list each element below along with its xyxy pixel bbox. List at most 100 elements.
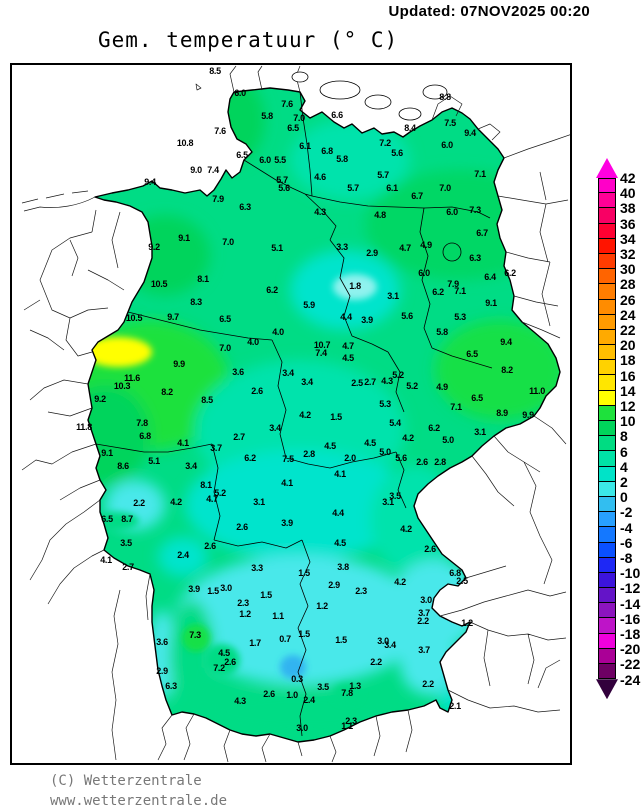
temp-label: 5.6 xyxy=(401,311,413,321)
scale-band xyxy=(598,208,616,224)
temp-label: 7.0 xyxy=(222,237,234,247)
scale-tick-label: -8 xyxy=(620,550,633,566)
temp-label: 10.7 xyxy=(313,340,331,350)
temp-label: 3.4 xyxy=(269,423,281,433)
temp-label: 3.3 xyxy=(251,563,263,573)
temp-label: 5.9 xyxy=(303,300,315,310)
temp-label: 4.2 xyxy=(394,577,406,587)
temp-label: 2.7 xyxy=(233,432,245,442)
temp-label: 2.6 xyxy=(251,386,263,396)
temp-label: 7.1 xyxy=(450,402,462,412)
temp-label: 8.2 xyxy=(161,387,173,397)
scale-band xyxy=(598,618,616,634)
temp-label: 9.0 xyxy=(190,165,202,175)
scale-tick-label: -6 xyxy=(620,534,633,551)
temperature-labels-layer: 8.5 6.0 7.6 5.8 7.0 6.6 6.5 7.6 8.8 7.5 9.4 8.4 6.0 1… xyxy=(12,65,570,763)
temp-label: 4.1 xyxy=(334,469,346,479)
temp-label: 8.4 xyxy=(404,123,416,133)
temp-label: 6.8 xyxy=(449,568,461,578)
temp-label: 3.6 xyxy=(156,637,168,647)
temp-label: 2.8 xyxy=(434,457,446,467)
temp-label: 2.5 xyxy=(456,576,468,586)
temp-label: 5.2 xyxy=(406,381,418,391)
temp-label: 7.5 xyxy=(444,118,456,128)
temp-label: 6.5 xyxy=(471,393,483,403)
scale-arrow-down-icon xyxy=(596,679,618,700)
temp-label: 1.5 xyxy=(335,635,347,645)
temp-label: 8.5 xyxy=(209,66,221,76)
website-url[interactable]: www.wetterzentrale.de xyxy=(50,793,228,809)
temp-label: 8.3 xyxy=(190,297,202,307)
temp-label: 2.6 xyxy=(204,541,216,551)
temp-label: 9.4 xyxy=(144,177,156,187)
temp-label: 5.3 xyxy=(379,399,391,409)
temp-label: 6.0 xyxy=(259,155,271,165)
temp-label: 5.2 xyxy=(392,370,404,380)
scale-band xyxy=(598,557,616,573)
temp-label: 6.2 xyxy=(244,453,256,463)
temp-label: 5.2 xyxy=(214,488,226,498)
temp-label: 2.0 xyxy=(344,453,356,463)
temp-label: 6.2 xyxy=(504,268,516,278)
temp-label: 4.5 xyxy=(342,353,354,363)
temp-label: 4.3 xyxy=(314,207,326,217)
temp-label: 5.8 xyxy=(436,327,448,337)
temp-label: 5.4 xyxy=(389,418,401,428)
scale-tick-label: -18 xyxy=(620,626,641,642)
scale-tick-label: 28 xyxy=(620,276,636,293)
temp-label: 1.0 xyxy=(286,690,298,700)
temp-label: 0.3 xyxy=(291,674,303,684)
scale-band xyxy=(598,451,616,467)
temp-label: 7.2 xyxy=(213,663,225,673)
temp-label: 6.0 xyxy=(446,207,458,217)
temp-label: 2.2 xyxy=(422,679,434,689)
temp-label: 3.8 xyxy=(337,562,349,572)
scale-tick-label: 42 xyxy=(620,170,636,186)
scale-tick-label: 12 xyxy=(620,398,636,414)
temp-label: 2.8 xyxy=(303,449,315,459)
scale-band xyxy=(598,512,616,528)
temp-label: 3.0 xyxy=(296,723,308,733)
scale-band xyxy=(598,527,616,543)
temp-label: 3.9 xyxy=(188,584,200,594)
temp-label: 6.8 xyxy=(139,431,151,441)
footer: (C) Wetterzentrale www.wetterzentrale.de xyxy=(50,771,227,811)
temp-label: 3.4 xyxy=(301,377,313,387)
temp-label: 4.7 xyxy=(206,494,218,504)
temp-label: 6.7 xyxy=(476,228,488,238)
scale-tick-label: -16 xyxy=(620,610,641,627)
temp-label: 6.0 xyxy=(441,140,453,150)
temp-label: 9.4 xyxy=(500,337,512,347)
temp-label: 2.3 xyxy=(237,598,249,608)
temp-label: 11.6 xyxy=(124,373,140,383)
scale-band xyxy=(598,633,616,649)
scale-tick-label: 36 xyxy=(620,215,636,232)
temp-label: 9.7 xyxy=(167,312,179,322)
danish-islands xyxy=(291,71,448,121)
temp-label: 3.5 xyxy=(120,538,132,548)
temp-label: 3.1 xyxy=(387,291,399,301)
scale-band xyxy=(598,329,616,346)
temp-label: 3.3 xyxy=(336,242,348,252)
temp-label: 4.0 xyxy=(272,327,284,337)
temp-label: 3.9 xyxy=(361,315,373,325)
scale-band xyxy=(598,314,616,330)
temp-label: 3.6 xyxy=(232,367,244,377)
scale-tick-label: 2 xyxy=(620,474,628,490)
scale-band xyxy=(598,603,616,619)
temp-label: 8.1 xyxy=(200,480,212,490)
temp-label: 7.0 xyxy=(293,113,305,123)
temp-label: 4.2 xyxy=(170,497,182,507)
temp-label: 5.3 xyxy=(454,312,466,322)
temp-label: 7.0 xyxy=(439,183,451,193)
temp-label: 2.7 xyxy=(122,562,134,572)
temp-label: 2.3 xyxy=(355,586,367,596)
temp-label: 2.1 xyxy=(449,701,461,711)
temp-label: 5.6 xyxy=(391,148,403,158)
temp-label: 4.5 xyxy=(334,538,346,548)
temp-label: 1.7 xyxy=(249,638,261,648)
temp-label: 4.2 xyxy=(299,410,311,420)
germany-border xyxy=(87,87,561,743)
copyright-text: (C) Wetterzentrale xyxy=(50,773,202,789)
temp-label: 4.3 xyxy=(381,376,393,386)
